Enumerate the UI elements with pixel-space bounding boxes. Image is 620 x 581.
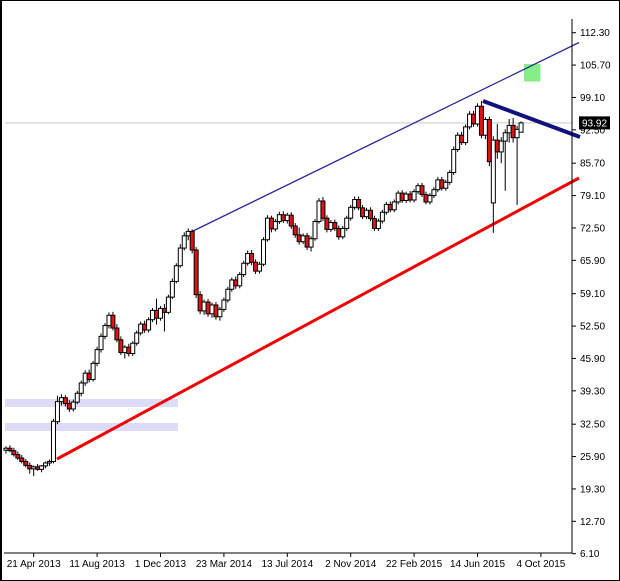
current-price-label-box [579, 116, 610, 130]
svg-text:105.70: 105.70 [580, 61, 611, 72]
svg-text:19.30: 19.30 [580, 484, 605, 495]
svg-text:25.90: 25.90 [580, 452, 605, 463]
svg-text:13 Jul 2014: 13 Jul 2014 [261, 559, 313, 570]
svg-text:85.70: 85.70 [580, 159, 605, 170]
svg-text:4 Oct 2015: 4 Oct 2015 [516, 559, 565, 570]
svg-text:52.50: 52.50 [580, 322, 605, 333]
svg-text:59.10: 59.10 [580, 289, 605, 300]
current-price-label: 93.92 [579, 116, 610, 130]
svg-text:6.10: 6.10 [580, 549, 600, 560]
svg-text:22 Feb 2015: 22 Feb 2015 [386, 559, 443, 570]
svg-text:72.50: 72.50 [580, 223, 605, 234]
svg-text:2 Nov 2014: 2 Nov 2014 [325, 559, 377, 570]
svg-text:65.90: 65.90 [580, 256, 605, 267]
channel-trendline[interactable] [189, 41, 580, 234]
svg-text:11 Aug 2013: 11 Aug 2013 [69, 559, 125, 570]
target-box[interactable] [524, 64, 541, 82]
svg-text:14 Jun 2015: 14 Jun 2015 [450, 559, 505, 570]
svg-text:23 Mar 2014: 23 Mar 2014 [196, 559, 253, 570]
price-scale[interactable]: 112.30 105.70 99.10 92.50 85.70 79.10 72.50 65.… [572, 28, 611, 560]
current-price-label-text: 93.92 [582, 119, 607, 130]
svg-text:99.10: 99.10 [580, 93, 605, 104]
svg-text:32.50: 32.50 [580, 420, 605, 431]
svg-text:45.90: 45.90 [580, 354, 605, 365]
chart-canvas[interactable] [5, 19, 572, 553]
svg-text:1 Dec 2013: 1 Dec 2013 [135, 559, 187, 570]
support-zone-bands [5, 399, 178, 431]
resistance-trendline[interactable] [482, 99, 581, 139]
svg-text:79.10: 79.10 [580, 191, 605, 202]
support-trendline[interactable] [56, 176, 580, 461]
candlesticks [3, 100, 524, 477]
svg-text:21 Apr 2013: 21 Apr 2013 [7, 559, 61, 570]
svg-text:92.50: 92.50 [580, 125, 605, 136]
svg-text:39.30: 39.30 [580, 386, 605, 397]
svg-text:112.30: 112.30 [580, 28, 610, 39]
time-scale[interactable]: 21 Apr 2013 11 Aug 2013 1 Dec 2013 23 Mar 2… [7, 553, 566, 570]
svg-text:12.70: 12.70 [580, 517, 605, 528]
